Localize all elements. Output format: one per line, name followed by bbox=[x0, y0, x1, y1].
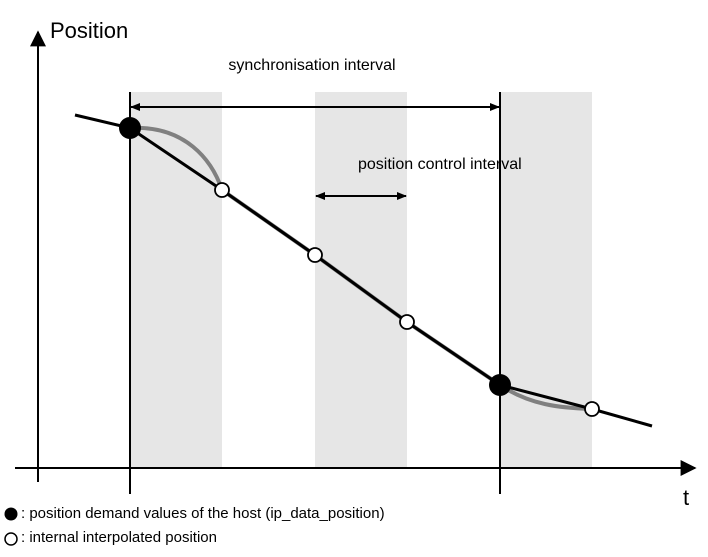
legend-filled-icon bbox=[4, 507, 18, 521]
control-label: position control interval bbox=[358, 156, 522, 173]
band bbox=[500, 92, 592, 468]
y-axis-label: Position bbox=[50, 18, 128, 43]
legend-label: : internal interpolated position bbox=[21, 529, 217, 546]
demand-point bbox=[119, 117, 141, 139]
interpolated-point bbox=[214, 182, 230, 198]
band bbox=[315, 92, 407, 468]
sync-label: synchronisation interval bbox=[228, 57, 395, 74]
band bbox=[130, 92, 222, 468]
interpolated-point bbox=[584, 401, 600, 417]
legend-open-icon bbox=[4, 532, 18, 546]
interpolated-point bbox=[399, 314, 415, 330]
demand-point bbox=[489, 374, 511, 396]
x-axis-label: t bbox=[683, 485, 689, 510]
legend-label: : position demand values of the host (ip… bbox=[21, 505, 385, 522]
bands bbox=[130, 92, 592, 468]
interpolated-point bbox=[307, 247, 323, 263]
position-line bbox=[74, 113, 653, 428]
